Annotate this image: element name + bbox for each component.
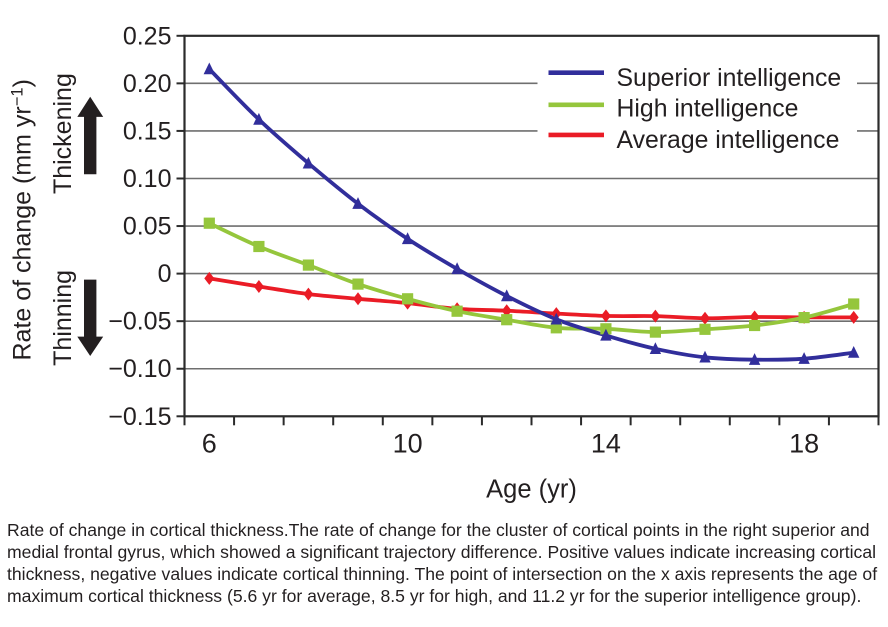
- svg-text:−0.10: −0.10: [108, 355, 171, 383]
- svg-text:−0.05: −0.05: [108, 308, 171, 336]
- svg-text:Thinning: Thinning: [49, 270, 77, 366]
- svg-text:0.15: 0.15: [123, 117, 172, 145]
- svg-text:0.10: 0.10: [123, 165, 172, 193]
- svg-text:10: 10: [393, 429, 423, 459]
- svg-text:Age (yr): Age (yr): [486, 476, 577, 504]
- svg-text:18: 18: [789, 429, 819, 459]
- svg-text:Superior intelligence: Superior intelligence: [617, 65, 842, 92]
- svg-text:Thickening: Thickening: [49, 73, 77, 194]
- svg-text:0: 0: [158, 260, 172, 288]
- svg-text:Rate of change (mm yr−1): Rate of change (mm yr−1): [9, 79, 37, 360]
- svg-text:14: 14: [591, 429, 621, 459]
- svg-text:0.25: 0.25: [123, 22, 172, 50]
- svg-text:−0.15: −0.15: [108, 403, 171, 431]
- svg-text:6: 6: [202, 429, 217, 459]
- svg-text:Average intelligence: Average intelligence: [617, 127, 840, 154]
- svg-text:0.20: 0.20: [123, 70, 172, 98]
- svg-text:High intelligence: High intelligence: [617, 95, 799, 122]
- svg-text:0.05: 0.05: [123, 213, 172, 241]
